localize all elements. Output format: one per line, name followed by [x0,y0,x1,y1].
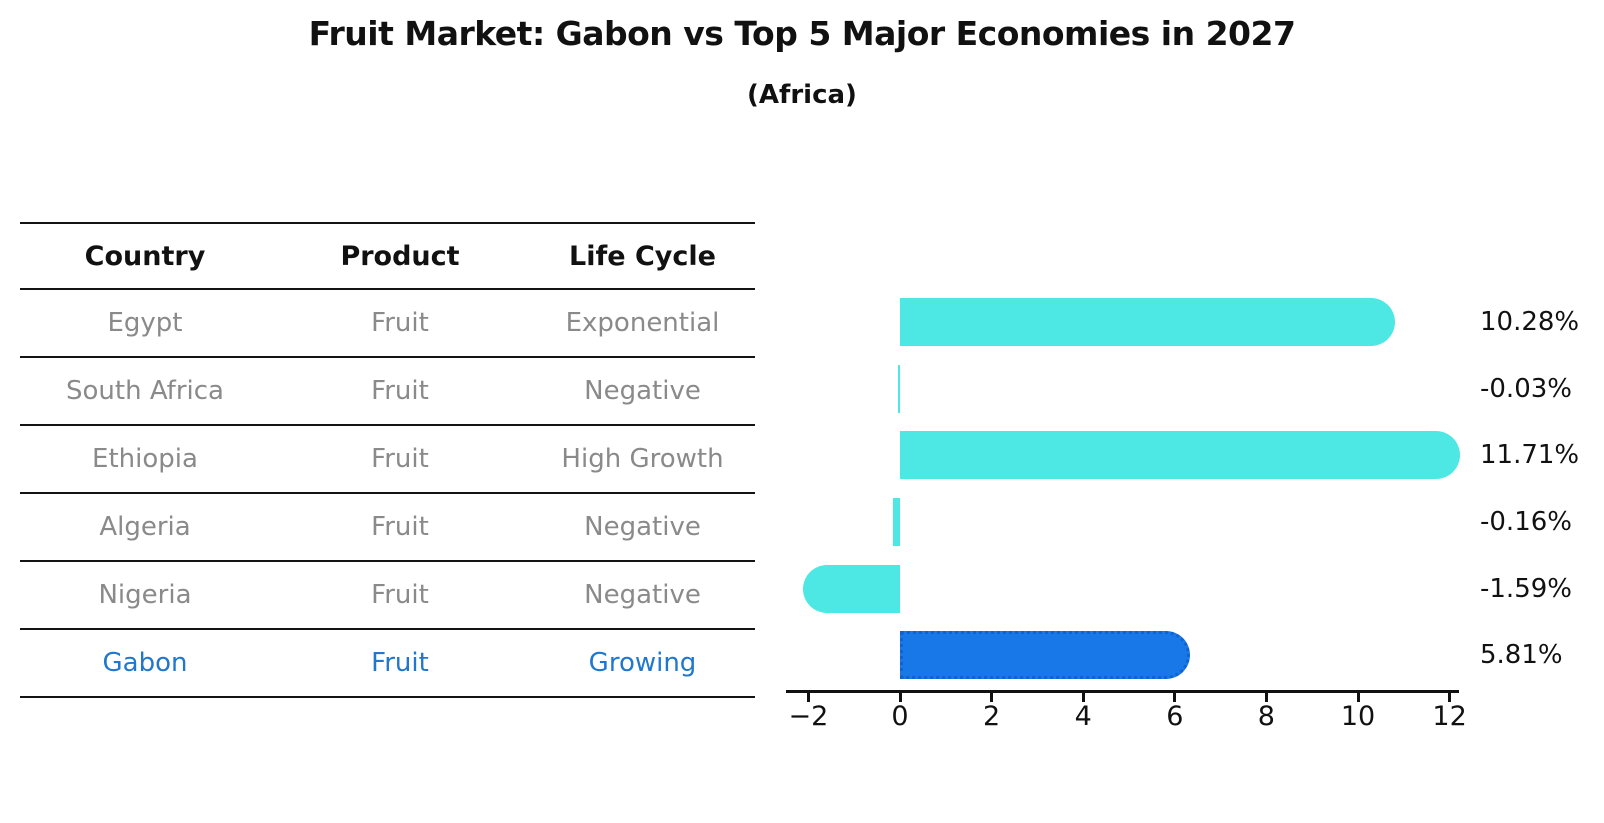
cell-country: Gabon [102,648,188,678]
table-row-algeria: Algeria Fruit Negative [20,494,755,562]
bar-gabon [900,631,1191,680]
bar-algeria [892,497,900,546]
x-axis-tick-label-6: 6 [1166,701,1184,732]
x-axis-tick-label--2: −2 [788,701,829,732]
cell-life_cycle: Growing [588,648,697,678]
country-table: Country Product Life Cycle Egypt Fruit Expone… [20,222,755,698]
cell-product: Fruit [371,580,429,610]
bar-ethiopia [900,431,1461,480]
table-header-product: Product [340,240,460,272]
table-header-country: Country [84,240,206,272]
x-axis-tick--2 [806,693,810,702]
cell-country: South Africa [66,376,224,406]
x-axis-tick-label-12: 12 [1432,701,1467,732]
x-axis-tick-label-8: 8 [1257,701,1275,732]
x-axis-tick-4 [1081,693,1085,702]
x-axis-tick-8 [1264,693,1268,702]
cell-life_cycle: Exponential [565,308,720,338]
chart-subtitle: (Africa) [747,80,857,110]
cell-product: Fruit [371,512,429,542]
cell-life_cycle: Negative [584,512,701,542]
x-axis-tick-label-10: 10 [1340,701,1376,732]
bar-south-africa [897,364,900,413]
cell-life_cycle: Negative [584,580,701,610]
value-label-south-africa: -0.03% [1480,373,1572,404]
bar-egypt [900,298,1395,346]
cell-product: Fruit [371,376,429,406]
value-label-nigeria: -1.59% [1480,573,1572,604]
cell-product: Fruit [371,308,429,338]
cell-product: Fruit [371,648,429,678]
table-row-south-africa: South Africa Fruit Negative [20,358,755,426]
cell-life_cycle: Negative [584,376,701,406]
table-row-ethiopia: Ethiopia Fruit High Growth [20,426,755,494]
value-label-algeria: -0.16% [1480,506,1572,537]
table-header-row: Country Product Life Cycle [20,224,755,290]
x-axis-tick-12 [1448,693,1452,702]
table-row-nigeria: Nigeria Fruit Negative [20,562,755,630]
table-header-life_cycle: Life Cycle [569,240,716,272]
table-row-egypt: Egypt Fruit Exponential [20,290,755,358]
cell-product: Fruit [371,444,429,474]
value-label-gabon: 5.81% [1480,640,1563,671]
value-label-ethiopia: 11.71% [1480,440,1580,471]
cell-country: Ethiopia [92,444,198,474]
cell-country: Algeria [99,512,191,542]
x-axis-line [786,690,1459,693]
x-axis-tick-label-4: 4 [1074,701,1092,732]
cell-life_cycle: High Growth [561,444,724,474]
bar-nigeria [803,564,900,613]
chart-title: Fruit Market: Gabon vs Top 5 Major Econo… [308,14,1296,53]
x-axis-tick-label-2: 2 [983,701,1001,732]
cell-country: Egypt [107,308,183,338]
x-axis-tick-10 [1356,693,1360,702]
x-axis-tick-2 [990,693,994,702]
x-axis-tick-0 [898,693,902,702]
table-row-gabon: Gabon Fruit Growing [20,630,755,698]
value-label-egypt: 10.28% [1480,307,1580,337]
x-axis-tick-label-0: 0 [891,701,909,732]
x-axis-tick-6 [1173,693,1177,702]
cell-country: Nigeria [98,580,192,610]
